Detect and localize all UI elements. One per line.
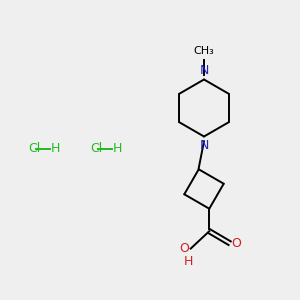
Text: H: H (184, 255, 194, 268)
Text: H: H (51, 142, 60, 155)
Text: N: N (199, 64, 209, 77)
Text: N: N (199, 139, 209, 152)
Text: Cl: Cl (28, 142, 41, 155)
Text: O: O (180, 242, 190, 254)
Text: CH₃: CH₃ (194, 46, 214, 56)
Text: H: H (112, 142, 122, 155)
Text: Cl: Cl (90, 142, 102, 155)
Text: O: O (231, 237, 241, 250)
